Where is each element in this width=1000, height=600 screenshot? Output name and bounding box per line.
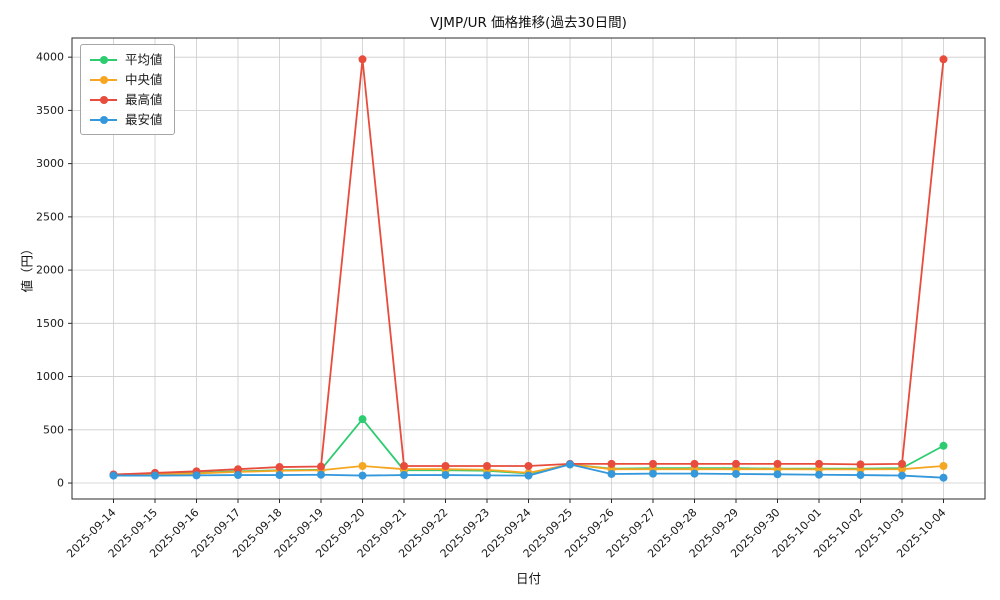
data-point-marker — [898, 459, 906, 468]
legend-label: 最安値 — [125, 112, 163, 127]
data-point-marker — [192, 471, 201, 480]
data-point-marker — [483, 461, 491, 470]
data-point-marker — [815, 459, 823, 468]
data-point-marker — [400, 471, 408, 480]
data-point-marker — [358, 415, 367, 424]
data-point-marker — [275, 471, 284, 480]
data-point-marker — [317, 462, 325, 471]
data-point-marker — [358, 55, 367, 64]
data-point-marker — [234, 465, 242, 474]
data-point-marker — [649, 459, 657, 468]
data-point-marker — [856, 460, 865, 469]
legend-item-1: 中央値 — [90, 71, 163, 88]
legend: 平均値中央値最高値最安値 — [80, 44, 175, 135]
y-tick-label: 1000 — [36, 370, 64, 383]
data-point-marker — [815, 470, 823, 479]
data-point-marker — [773, 459, 782, 468]
legend-item-2: 最高値 — [90, 91, 163, 108]
legend-dot-icon — [100, 55, 108, 64]
y-tick-label: 1500 — [36, 317, 64, 330]
data-point-marker — [358, 471, 367, 480]
y-tick-label: 2000 — [36, 264, 64, 277]
x-axis-label: 日付 — [515, 571, 541, 586]
data-point-marker — [524, 471, 533, 480]
legend-item-3: 最安値 — [90, 111, 163, 128]
data-point-marker — [732, 469, 740, 478]
data-point-marker — [649, 469, 657, 478]
data-point-marker — [400, 461, 408, 470]
y-tick-label: 500 — [43, 423, 64, 436]
legend-label: 平均値 — [125, 52, 163, 67]
data-point-marker — [939, 461, 948, 470]
legend-line-marker-icon — [90, 75, 117, 84]
data-point-marker — [275, 463, 284, 472]
data-point-marker — [358, 461, 367, 470]
legend-label: 最高値 — [125, 92, 163, 107]
data-point-marker — [234, 471, 242, 480]
data-point-marker — [607, 459, 616, 468]
data-point-marker — [524, 461, 533, 470]
data-point-marker — [898, 471, 906, 480]
data-point-marker — [690, 459, 699, 468]
data-point-marker — [732, 459, 740, 468]
legend-line-marker-icon — [90, 55, 117, 64]
legend-dot-icon — [100, 75, 108, 84]
data-point-marker — [441, 461, 450, 470]
data-point-marker — [317, 470, 325, 479]
y-tick-label: 2500 — [36, 210, 64, 223]
y-tick-label: 3000 — [36, 157, 64, 170]
data-point-marker — [939, 473, 948, 482]
y-tick-label: 3500 — [36, 104, 64, 117]
legend-line-marker-icon — [90, 95, 117, 104]
y-tick-label: 0 — [57, 477, 64, 490]
data-point-marker — [483, 471, 491, 480]
legend-dot-icon — [100, 95, 108, 104]
legend-dot-icon — [100, 115, 108, 124]
chart-title: VJMP/UR 価格推移(過去30日間) — [430, 15, 627, 31]
data-point-marker — [690, 469, 699, 478]
y-tick-label: 4000 — [36, 51, 64, 64]
legend-label: 中央値 — [125, 72, 163, 87]
data-point-marker — [607, 469, 616, 478]
data-point-marker — [566, 460, 574, 469]
data-point-marker — [856, 471, 865, 480]
data-point-marker — [151, 471, 159, 480]
y-axis-label: 値（円） — [19, 242, 35, 293]
data-point-marker — [109, 471, 118, 480]
legend-line-marker-icon — [90, 115, 117, 124]
data-point-marker — [441, 471, 450, 480]
data-point-marker — [773, 470, 782, 479]
data-point-marker — [939, 55, 948, 64]
data-point-marker — [939, 441, 948, 450]
legend-item-0: 平均値 — [90, 51, 163, 68]
